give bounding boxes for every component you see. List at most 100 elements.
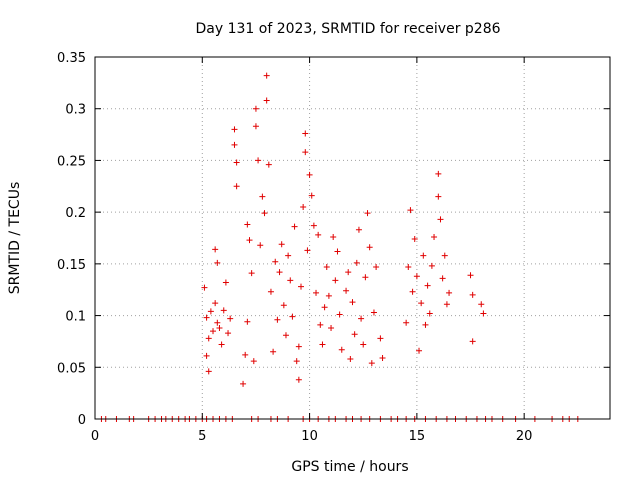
data-point xyxy=(420,252,427,259)
data-point xyxy=(304,247,311,254)
data-point xyxy=(300,203,307,210)
data-point xyxy=(424,282,431,289)
data-point xyxy=(298,283,304,290)
data-point xyxy=(233,159,240,166)
data-point xyxy=(366,244,373,251)
data-point xyxy=(261,210,268,217)
data-point xyxy=(272,258,279,265)
data-point xyxy=(289,313,296,320)
data-point xyxy=(364,210,371,217)
data-point xyxy=(362,274,369,281)
data-point xyxy=(379,354,386,361)
data-point xyxy=(478,301,485,308)
data-point xyxy=(330,233,337,240)
data-point xyxy=(276,269,283,276)
data-point xyxy=(405,263,412,270)
data-point xyxy=(295,343,302,350)
data-point xyxy=(274,316,281,323)
data-point xyxy=(205,335,212,342)
data-point xyxy=(302,149,309,156)
data-point xyxy=(370,309,377,316)
data-point xyxy=(227,315,234,322)
data-point xyxy=(332,277,339,284)
data-point xyxy=(431,233,438,240)
data-point xyxy=(255,157,262,164)
data-point xyxy=(203,314,210,321)
data-point xyxy=(248,270,255,277)
data-point xyxy=(336,311,343,318)
data-point xyxy=(416,347,423,354)
data-point xyxy=(403,319,410,326)
chart-title: Day 131 of 2023, SRMTID for receiver p28… xyxy=(195,21,500,37)
data-point xyxy=(422,321,429,328)
data-point xyxy=(360,341,367,348)
data-point xyxy=(443,301,450,308)
data-point xyxy=(407,207,414,214)
data-point xyxy=(469,338,476,345)
data-point xyxy=(302,130,309,137)
data-point xyxy=(377,335,384,342)
data-point xyxy=(319,341,326,348)
data-point xyxy=(287,277,294,284)
x-axis-label: GPS time / hours xyxy=(291,459,408,475)
data-point xyxy=(441,252,448,259)
x-tick-label: 0 xyxy=(91,429,99,444)
data-point xyxy=(439,275,446,282)
data-point xyxy=(323,263,330,270)
data-point xyxy=(321,304,328,311)
data-point xyxy=(334,248,341,255)
data-point xyxy=(349,299,356,306)
data-point xyxy=(428,262,435,269)
data-point xyxy=(257,242,264,249)
data-point xyxy=(315,231,322,238)
data-point xyxy=(351,331,358,338)
data-point xyxy=(426,310,433,317)
data-point xyxy=(270,348,277,355)
data-point xyxy=(291,223,298,230)
data-point xyxy=(345,269,352,276)
data-point xyxy=(280,302,287,309)
data-point xyxy=(233,183,240,190)
data-point xyxy=(435,170,442,177)
data-point xyxy=(240,380,247,387)
data-point xyxy=(317,321,324,328)
data-point xyxy=(293,358,300,365)
data-point xyxy=(285,252,292,259)
x-tick-label: 20 xyxy=(516,429,533,444)
data-point xyxy=(214,319,221,326)
y-tick-label: 0.2 xyxy=(65,206,86,221)
y-tick-label: 0.15 xyxy=(57,258,86,273)
data-points xyxy=(98,72,581,422)
data-point xyxy=(308,192,315,199)
data-point xyxy=(310,222,317,229)
data-point xyxy=(435,193,442,200)
data-point xyxy=(242,351,249,358)
data-point xyxy=(353,259,360,266)
data-point xyxy=(347,356,354,363)
data-point xyxy=(220,307,227,314)
data-point xyxy=(218,341,225,348)
data-point xyxy=(282,332,289,339)
grid xyxy=(95,57,610,419)
data-point xyxy=(231,126,238,133)
plot-frame xyxy=(94,56,611,420)
data-point xyxy=(216,324,223,331)
data-point xyxy=(338,346,345,353)
data-point xyxy=(203,352,210,359)
axis-ticks: 0 0.05 0.1 0.15 0.2 0.25 0.3 0.35 0 5 10 15 20 xyxy=(57,51,610,444)
data-point xyxy=(201,284,208,291)
data-point xyxy=(355,226,362,233)
data-point xyxy=(246,237,253,244)
y-tick-label: 0 xyxy=(78,413,86,428)
data-point xyxy=(244,221,251,228)
x-tick-label: 10 xyxy=(301,429,318,444)
data-point xyxy=(252,123,259,130)
data-point xyxy=(278,241,285,248)
data-point xyxy=(252,105,259,112)
y-axis-label: SRMTID / TECUs xyxy=(7,182,23,295)
data-point xyxy=(413,273,420,280)
data-point xyxy=(480,310,487,317)
data-point xyxy=(244,318,251,325)
data-point xyxy=(418,300,425,307)
